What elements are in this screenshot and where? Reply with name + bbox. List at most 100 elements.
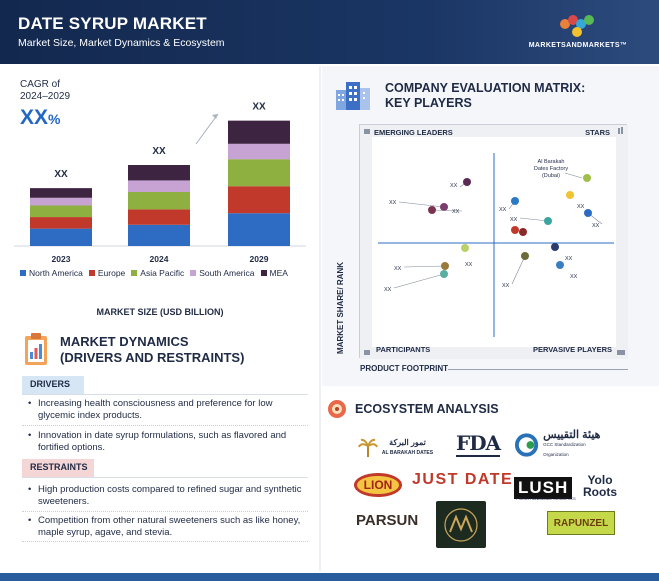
legend-swatch xyxy=(190,270,197,276)
driver-item: • Innovation in date syrup formulations, … xyxy=(28,430,287,453)
company-callout-label: (Dubai) xyxy=(542,173,560,179)
bar-segment-asia-pacific-2029 xyxy=(228,159,290,187)
parsun-logo: PARSUN xyxy=(356,512,419,529)
bar-segment-south-america-2029 xyxy=(228,143,290,160)
company-point-label: XX xyxy=(394,266,402,272)
company-point xyxy=(440,203,448,211)
market-dynamics-title: MARKET DYNAMICS (DRIVERS AND RESTRAINTS) xyxy=(60,334,245,365)
bar-segment-south-america-2024 xyxy=(128,180,190,192)
bar-segment-north-america-2023 xyxy=(30,228,92,246)
company-point xyxy=(544,217,552,225)
growth-arrow xyxy=(195,113,219,145)
bar-segment-mea-2029 xyxy=(228,120,290,144)
company-point xyxy=(461,244,469,252)
matrix-title: COMPANY EVALUATION MATRIX: KEY PLAYERS xyxy=(385,81,586,110)
cagr-value: XX% xyxy=(20,106,61,129)
bar-total-label: XX xyxy=(54,169,68,180)
chart-x-axis-title: MARKET SIZE (USD BILLION) xyxy=(96,307,224,317)
quadrant-emerging-leaders: EMERGING LEADERS xyxy=(374,128,453,137)
bar-segment-europe-2029 xyxy=(228,186,290,214)
company-point xyxy=(583,174,591,182)
legend-item: MEA xyxy=(260,268,288,278)
rapunzel-logo: RAPUNZEL xyxy=(547,511,615,535)
legend-swatch xyxy=(20,270,26,276)
legend-item: North America xyxy=(20,268,83,278)
gcc-standardization-logo: هيئة التقييس GCC Standardization Organiz… xyxy=(514,430,610,460)
just-date-logo: JUST DATE xyxy=(412,471,514,488)
ecosystem-title: ECOSYSTEM ANALYSIS xyxy=(355,402,499,416)
company-evaluation-matrix: XX XX XX XX XX XX XX XX XX XX XX XX XX Al Barakah Date… xyxy=(359,124,628,359)
matrix-x-axis-label: PRODUCT FOOTPRINT xyxy=(360,364,448,373)
company-point xyxy=(463,178,471,186)
quadrant-stars: STARS xyxy=(585,128,610,137)
legend-label: North America xyxy=(29,268,83,278)
bar-segment-south-america-2023 xyxy=(30,197,92,206)
x-tick-label: 2024 xyxy=(150,254,169,264)
market-size-chart: XX 2023 XX 2024 XX 2029 xyxy=(14,102,306,264)
ecosystem-icon xyxy=(328,400,346,418)
palm-icon xyxy=(357,438,378,457)
legend-label: Asia Pacific xyxy=(140,268,185,278)
monogram-icon xyxy=(444,507,478,542)
company-point xyxy=(519,228,527,236)
restraint-item: • High production costs compared to refin… xyxy=(28,484,302,507)
bar-segment-asia-pacific-2024 xyxy=(128,192,190,210)
gcc-emblem-icon xyxy=(514,433,539,457)
company-point xyxy=(521,252,529,260)
bar-segment-north-america-2024 xyxy=(128,224,190,246)
drivers-tag: DRIVERS xyxy=(22,376,84,394)
legend-item: Europe xyxy=(88,268,126,278)
restraints-tag: RESTRAINTS xyxy=(22,459,94,477)
company-point xyxy=(556,261,564,269)
company-point xyxy=(584,209,592,217)
company-point-label: XX xyxy=(452,209,460,215)
bar-segment-north-america-2029 xyxy=(228,213,290,246)
company-point-label: XX xyxy=(592,223,600,229)
header-banner: DATE SYRUP MARKET Market Size, Market Dy… xyxy=(0,0,659,64)
bar-segment-mea-2023 xyxy=(30,188,92,198)
fda-logo: FDA xyxy=(456,431,501,457)
lush-logo: LUSH xyxy=(514,477,573,499)
company-point-label: XX xyxy=(384,287,392,293)
company-point xyxy=(441,262,449,270)
legend-swatch xyxy=(88,270,95,276)
company-point-label: XX xyxy=(565,256,573,262)
x-tick-label: 2029 xyxy=(250,254,269,264)
lush-tagline: FRESH HANDMADE COSMETICS xyxy=(516,497,576,501)
company-point-label: XX xyxy=(499,207,507,213)
pervasive-players-icon xyxy=(617,350,625,355)
lion-logo: LION xyxy=(353,472,403,498)
page-title: DATE SYRUP MARKET xyxy=(18,14,207,33)
company-point-label: XX xyxy=(450,183,458,189)
bar-total-label: XX xyxy=(252,102,266,113)
legend-label: South America xyxy=(199,268,255,278)
cagr-label: CAGR of 2024–2029 xyxy=(20,79,71,102)
marketsandmarkets-logo-icon xyxy=(560,15,594,37)
al-barakah-logo: تمور البركة AL BARAKAH DATES xyxy=(345,433,445,463)
growth-arrow-head xyxy=(212,114,218,119)
bar-segment-mea-2024 xyxy=(128,165,190,181)
quadrant-pervasive-players: PERVASIVE PLAYERS xyxy=(532,345,612,354)
chart-legend: North America Europe Asia Pacific South Ame… xyxy=(20,268,288,278)
footer-bar xyxy=(0,573,659,581)
company-point xyxy=(440,270,448,278)
company-point-label: XX xyxy=(570,274,578,280)
buildings-icon xyxy=(336,82,370,110)
legend-item: South America xyxy=(190,268,255,278)
legend-label: Europe xyxy=(97,268,126,278)
bar-total-label: XX xyxy=(152,146,166,157)
participants-icon xyxy=(364,350,370,355)
x-axis-arrow xyxy=(448,369,628,370)
company-point-label: XX xyxy=(465,262,473,268)
company-point-label: XX xyxy=(510,217,518,223)
brand-name: MARKETSANDMARKETS™ xyxy=(528,42,628,49)
yolo-roots-logo: Yolo Roots xyxy=(583,473,617,499)
x-tick-label: 2023 xyxy=(52,254,71,264)
legend-label: MEA xyxy=(269,268,288,278)
legend-item: Asia Pacific xyxy=(131,268,184,278)
legend-swatch xyxy=(260,270,267,276)
restraint-item: • Competition from other natural sweetene… xyxy=(28,515,301,538)
company-point-label: XX xyxy=(389,200,397,206)
clipboard-chart-icon xyxy=(25,333,47,365)
